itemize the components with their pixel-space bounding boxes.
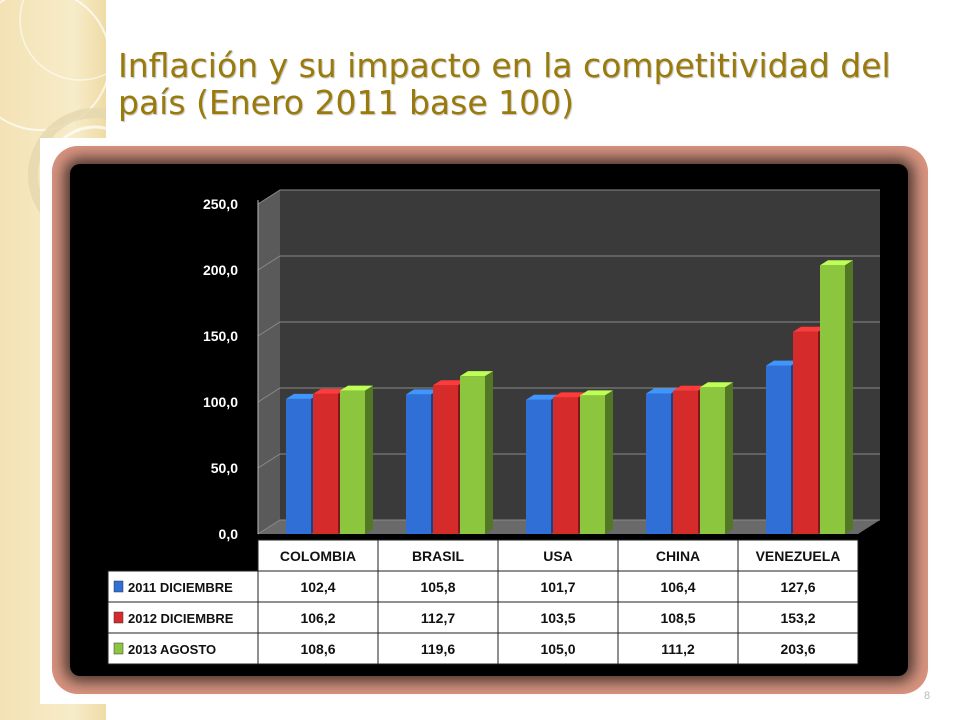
bar — [580, 390, 613, 534]
y-tick-label: 100,0 — [203, 394, 238, 410]
slide-title: Inflación y su impacto en la competitivi… — [118, 46, 891, 122]
table-header-cell — [377, 539, 499, 572]
bar-side — [725, 382, 733, 534]
bar-front — [433, 385, 458, 534]
bar-top — [460, 371, 493, 377]
y-tick-label: 150,0 — [203, 328, 238, 344]
bar-side — [845, 260, 853, 534]
bar-top — [793, 326, 826, 332]
table-value-cell — [497, 601, 619, 634]
y-tick-label: 200,0 — [203, 262, 238, 278]
bar-top — [673, 385, 706, 391]
bar-top — [766, 360, 799, 366]
bar-top — [700, 382, 733, 388]
y-tick-label: 250,0 — [203, 196, 238, 212]
table-value-cell — [617, 570, 739, 603]
page-number: 8 — [924, 690, 931, 702]
bar-front — [793, 331, 818, 534]
x-category-label: CHINA — [656, 548, 700, 564]
table-value-cell — [377, 601, 499, 634]
bar-front — [646, 393, 671, 534]
bar-side — [365, 385, 373, 534]
table-series-cell — [107, 601, 259, 634]
data-label: 112,7 — [421, 610, 455, 626]
bar-front — [460, 376, 485, 534]
bar-top — [580, 390, 613, 396]
bar — [460, 371, 493, 534]
table-value-cell — [617, 601, 739, 634]
data-label: 111,2 — [661, 641, 695, 657]
y-tick-label: 0,0 — [219, 526, 239, 542]
y-tick-label: 50,0 — [211, 460, 238, 476]
data-label: 105,8 — [420, 579, 455, 595]
table-value-cell — [257, 570, 379, 603]
legend-swatch — [113, 642, 124, 655]
bar — [700, 382, 733, 534]
bar-chart: 0,0 50,0 100,0 150,0 200,0 250,0 COLOMBIA BRASI… — [107, 189, 880, 665]
bar-top — [433, 380, 466, 386]
data-label: 106,4 — [660, 579, 695, 595]
bar-top — [526, 394, 559, 400]
bar — [340, 385, 373, 534]
bar-top — [553, 392, 586, 398]
bar — [820, 260, 853, 534]
gridline — [257, 255, 880, 271]
bar-side — [485, 371, 493, 534]
data-label: 108,6 — [300, 641, 335, 657]
bar-front — [340, 390, 365, 534]
x-category-label: USA — [543, 548, 573, 564]
data-label: 102,4 — [300, 579, 335, 595]
bar-front — [700, 387, 725, 534]
legend-swatch — [113, 611, 124, 624]
legend-label: 2012 DICIEMBRE — [128, 611, 234, 626]
bar-front — [286, 398, 311, 534]
bar-front — [766, 365, 791, 534]
legend-swatch — [113, 580, 124, 593]
table-value-cell — [257, 632, 379, 665]
legend-label: 2013 AGOSTO — [128, 642, 216, 657]
data-label: 105,0 — [540, 641, 575, 657]
x-category-label: COLOMBIA — [280, 548, 356, 564]
bar-side — [605, 390, 613, 534]
table-value-cell — [497, 632, 619, 665]
data-label: 108,5 — [660, 610, 695, 626]
data-label: 153,2 — [780, 610, 815, 626]
legend-label: 2011 DICIEMBRE — [128, 580, 233, 595]
table-value-cell — [497, 570, 619, 603]
table-value-cell — [617, 632, 739, 665]
table-value-cell — [377, 632, 499, 665]
table-value-cell — [737, 570, 859, 603]
bar-top — [406, 389, 439, 395]
bar-top — [646, 388, 679, 394]
table-header-cell — [737, 539, 859, 572]
data-label: 127,6 — [780, 579, 815, 595]
gridline — [257, 189, 880, 205]
gridline — [257, 321, 880, 337]
bar-front — [526, 399, 551, 534]
chart-side-wall — [258, 190, 280, 534]
bar-front — [553, 397, 578, 534]
bar-top — [286, 393, 319, 399]
x-category-label: BRASIL — [412, 548, 465, 564]
table-value-cell — [737, 601, 859, 634]
table-header-cell — [497, 539, 619, 572]
table-series-cell — [107, 570, 259, 603]
bar-top — [340, 385, 373, 391]
bar-front — [313, 393, 338, 534]
bar-front — [406, 394, 431, 534]
data-label: 203,6 — [780, 641, 815, 657]
data-label: 101,7 — [540, 579, 575, 595]
data-label: 103,5 — [540, 610, 575, 626]
table-value-cell — [737, 632, 859, 665]
bar-front — [820, 265, 845, 534]
bar-top — [820, 260, 853, 266]
x-category-label: VENEZUELA — [756, 548, 841, 564]
data-label: 119,6 — [421, 641, 455, 657]
bar-front — [673, 390, 698, 534]
bar-top — [313, 388, 346, 394]
bar-front — [580, 395, 605, 534]
data-label: 106,2 — [300, 610, 335, 626]
